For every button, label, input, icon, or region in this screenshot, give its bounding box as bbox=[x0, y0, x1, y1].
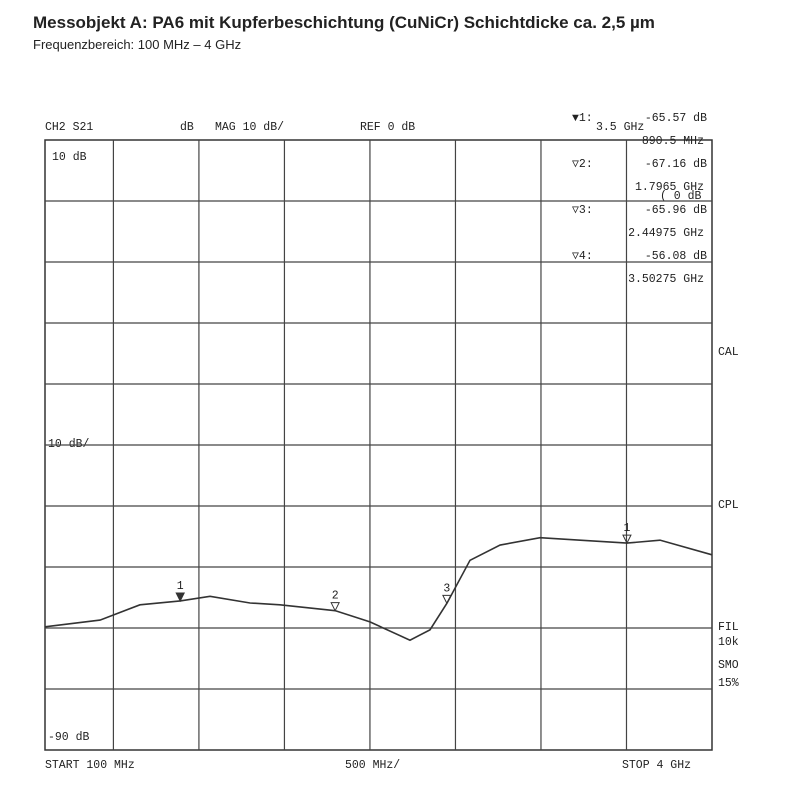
readout-label: ▼1: bbox=[572, 112, 593, 125]
marker bbox=[175, 592, 186, 603]
readout-value: -67.16 dB bbox=[645, 158, 707, 171]
chart-title: Messobjekt A: PA6 mit Kupferbeschichtung… bbox=[33, 13, 655, 32]
marker bbox=[442, 594, 452, 605]
side-label: FIL bbox=[718, 621, 739, 634]
side-label: 10k bbox=[718, 636, 739, 649]
x-label: START 100 MHz bbox=[45, 759, 135, 772]
header: MAG 10 dB/ bbox=[215, 121, 284, 134]
readout-freq: 1.7965 GHz bbox=[635, 181, 704, 194]
side-label: SMO bbox=[718, 659, 739, 672]
scale-label: -90 dB bbox=[48, 731, 90, 744]
extra-text: 3.5 GHz bbox=[596, 121, 644, 134]
readout-freq: 3.50275 GHz bbox=[628, 273, 704, 286]
readout-value: -65.57 dB bbox=[645, 112, 707, 125]
readout-freq: 890.5 MHz bbox=[642, 135, 704, 148]
readout-freq: 2.44975 GHz bbox=[628, 227, 704, 240]
readout-value: -56.08 dB bbox=[645, 250, 707, 263]
marker bbox=[330, 602, 340, 612]
side-label: 15% bbox=[718, 677, 739, 690]
marker-label: 3 bbox=[443, 582, 450, 595]
extra-text: ( 0 dB bbox=[660, 190, 702, 203]
marker-label: 1 bbox=[177, 580, 184, 593]
marker-label: 2 bbox=[332, 590, 339, 603]
readout-label: ▽4: bbox=[572, 250, 593, 263]
marker-label: 1 bbox=[624, 522, 631, 535]
readout-label: ▽3: bbox=[572, 204, 593, 217]
x-label: STOP 4 GHz bbox=[622, 759, 691, 772]
header: CH2 S21 bbox=[45, 121, 93, 134]
side-label: CPL bbox=[718, 499, 739, 512]
trace bbox=[44, 536, 713, 642]
header: REF 0 dB bbox=[360, 121, 415, 134]
marker bbox=[622, 534, 632, 545]
scale-label: 10 dB bbox=[52, 151, 87, 164]
side-label: CAL bbox=[718, 346, 739, 359]
readout-value: -65.96 dB bbox=[645, 204, 707, 217]
header: dB bbox=[180, 121, 194, 134]
x-label: 500 MHz/ bbox=[345, 759, 400, 772]
readout-label: ▽2: bbox=[572, 158, 593, 171]
chart-subtitle: Frequenzbereich: 100 MHz – 4 GHz bbox=[33, 37, 241, 52]
